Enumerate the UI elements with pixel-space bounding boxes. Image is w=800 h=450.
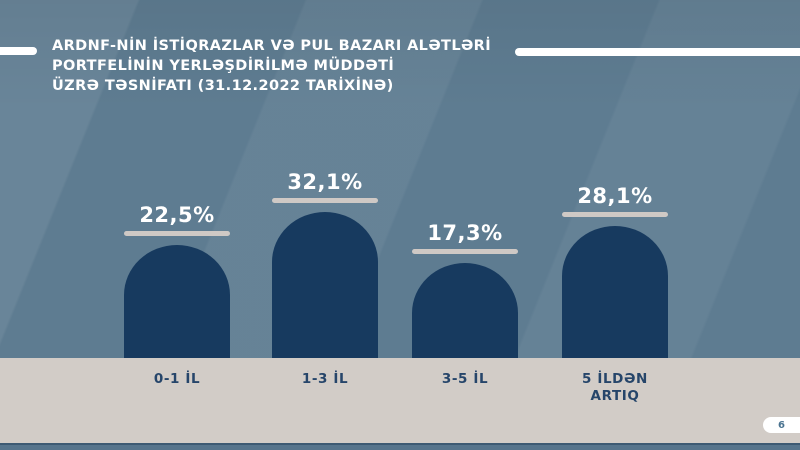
value-underline (562, 212, 668, 217)
category-label-1-3-il: 1-3 İL (301, 371, 349, 387)
bar (562, 226, 668, 358)
bar-group-1-3-il: 32,1% (272, 170, 378, 358)
category-band: 0-1 İL 1-3 İL 3-5 İL 5 İLDƏN ARTIQ (0, 358, 800, 443)
page-number-badge: 6 (763, 417, 800, 433)
value-underline (124, 231, 230, 236)
title-line-3: ÜZRƏ TƏSNİFATI (31.12.2022 TARİXİNƏ) (52, 78, 394, 94)
bar (412, 263, 518, 358)
bar (124, 245, 230, 358)
bar-value-label: 28,1% (577, 184, 653, 208)
bar-group-3-5-il: 17,3% (412, 221, 518, 358)
bar-group-0-1-il: 22,5% (124, 203, 230, 358)
slide-title: ARDNF-NİN İSTİQRAZLAR VƏ PUL BAZARI ALƏT… (52, 36, 532, 96)
bar-value-label: 32,1% (287, 170, 363, 194)
bar-group-5-ilden-artiq: 28,1% (562, 184, 668, 358)
title-line-2: PORTFELİNİN YERLƏŞDİRİLMƏ MÜDDƏTİ (52, 58, 395, 74)
page-number: 6 (778, 419, 785, 431)
maturity-bar-chart: 22,5% 32,1% 17,3% 28,1% (124, 170, 668, 358)
title-accent-dash-left (0, 47, 37, 55)
bar-value-label: 17,3% (427, 221, 503, 245)
footer-strip (0, 443, 800, 450)
value-underline (272, 198, 378, 203)
title-line-1: ARDNF-NİN İSTİQRAZLAR VƏ PUL BAZARI ALƏT… (52, 38, 492, 54)
title-accent-dash-right (515, 48, 800, 56)
value-underline (412, 249, 518, 254)
category-label-0-1-il: 0-1 İL (153, 371, 201, 387)
bar-value-label: 22,5% (139, 203, 215, 227)
bar (272, 212, 378, 358)
category-label-3-5-il: 3-5 İL (441, 371, 489, 387)
category-label-5-ilden-artiq: 5 İLDƏN ARTIQ (582, 371, 648, 404)
